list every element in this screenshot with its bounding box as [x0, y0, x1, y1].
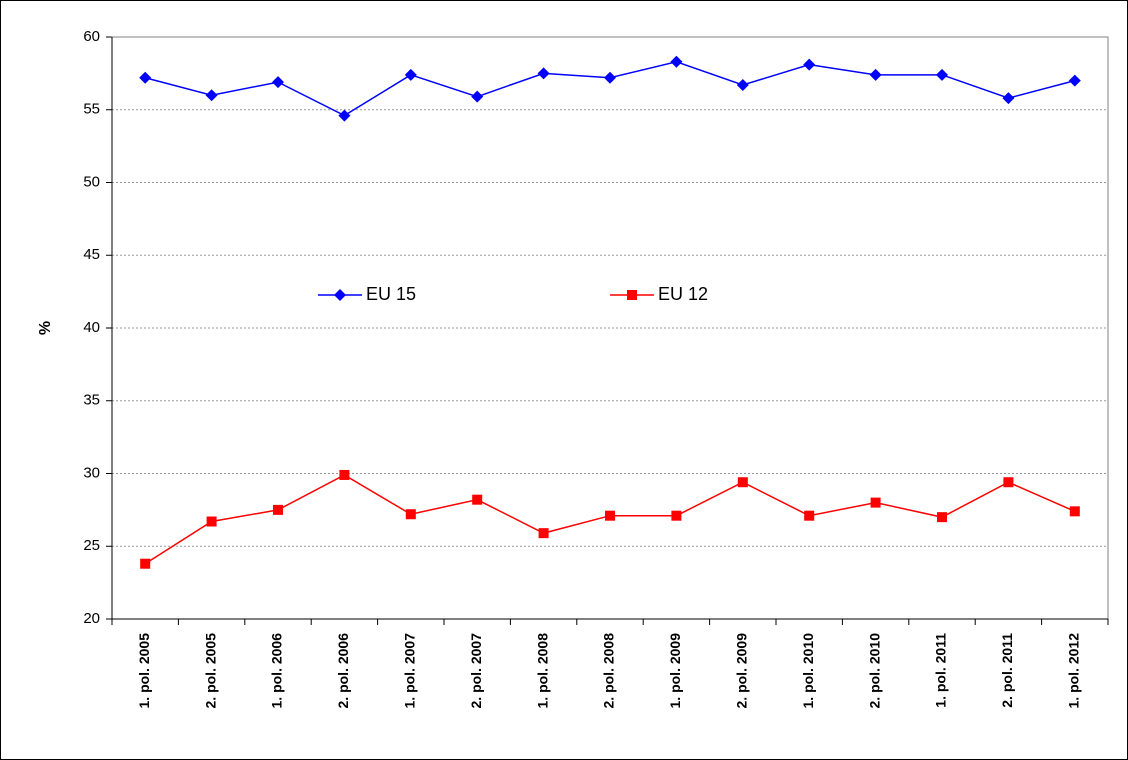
- marker: [670, 55, 683, 68]
- marker: [936, 68, 948, 81]
- y-tick-label: 55: [83, 101, 100, 118]
- marker: [671, 510, 682, 521]
- x-tick-label: 2. pol. 2010: [866, 633, 882, 709]
- marker: [1003, 477, 1014, 488]
- marker: [605, 510, 615, 521]
- y-tick-label: 35: [83, 392, 100, 409]
- y-tick-label: 45: [83, 246, 100, 263]
- marker: [869, 68, 882, 81]
- x-tick-label: 1. pol. 2006: [269, 633, 285, 709]
- marker: [627, 290, 637, 300]
- x-tick-label: 2. pol. 2008: [601, 633, 617, 709]
- legend-label: EU 15: [366, 284, 416, 304]
- x-tick-label: 2. pol. 2006: [335, 633, 351, 709]
- marker: [139, 71, 152, 84]
- x-tick-label: 2. pol. 2005: [202, 633, 218, 709]
- marker: [1002, 92, 1015, 105]
- y-tick-label: 30: [83, 464, 100, 481]
- marker: [272, 76, 284, 89]
- y-tick-label: 20: [83, 610, 100, 627]
- marker: [471, 90, 484, 103]
- marker: [404, 68, 417, 81]
- marker: [537, 67, 550, 80]
- marker: [604, 71, 616, 84]
- x-tick-label: 1. pol. 2011: [933, 633, 949, 708]
- marker: [804, 510, 815, 521]
- marker: [405, 509, 416, 520]
- y-tick-label: 25: [83, 537, 100, 554]
- x-tick-label: 1. pol. 2008: [534, 633, 550, 709]
- marker: [339, 469, 350, 480]
- x-tick-label: 2. pol. 2009: [734, 633, 750, 709]
- marker: [205, 89, 218, 102]
- marker: [472, 494, 483, 505]
- x-tick-label: 2. pol. 2007: [468, 633, 484, 709]
- marker: [870, 497, 881, 508]
- marker: [538, 528, 549, 539]
- y-axis-label: %: [37, 321, 54, 335]
- x-tick-label: 1. pol. 2012: [1066, 633, 1082, 709]
- y-tick-label: 50: [83, 173, 100, 190]
- y-tick-label: 40: [83, 319, 100, 336]
- x-tick-label: 1. pol. 2007: [402, 633, 418, 709]
- marker: [334, 289, 346, 301]
- y-tick-label: 60: [83, 28, 100, 45]
- x-tick-label: 2. pol. 2011: [999, 633, 1015, 708]
- marker: [338, 109, 351, 122]
- marker: [737, 477, 748, 488]
- marker: [803, 58, 816, 71]
- marker: [1069, 506, 1080, 517]
- marker: [206, 516, 217, 527]
- marker: [736, 79, 749, 92]
- marker: [1068, 74, 1081, 87]
- x-tick-label: 1. pol. 2010: [800, 633, 816, 709]
- legend-label: EU 12: [658, 284, 708, 304]
- marker: [937, 512, 947, 523]
- marker: [273, 504, 283, 515]
- marker: [140, 558, 151, 569]
- x-tick-label: 1. pol. 2009: [667, 633, 683, 709]
- x-tick-label: 1. pol. 2005: [136, 633, 152, 709]
